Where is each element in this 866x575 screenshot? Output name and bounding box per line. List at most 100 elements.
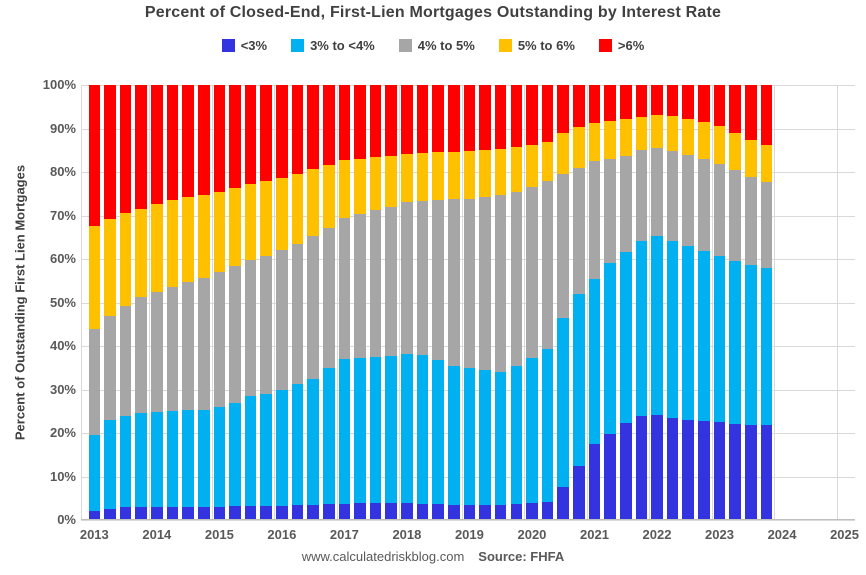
bar-segment (401, 202, 413, 354)
bar-segment (322, 367, 335, 505)
bar-segment (432, 152, 444, 201)
bar-segment (604, 121, 616, 160)
bar-segment (385, 155, 398, 207)
bar-segment (260, 85, 273, 181)
vertical-gridline (461, 85, 463, 520)
bar-segment (182, 85, 194, 198)
bar-segment (291, 505, 304, 520)
bar-segment (666, 151, 679, 241)
bar-segment (682, 85, 695, 119)
bar-segment (182, 197, 194, 283)
bar-segment (416, 200, 429, 355)
chart-title: Percent of Closed-End, First-Lien Mortga… (144, 4, 722, 21)
bar-segment (229, 402, 241, 507)
vertical-gridline (774, 85, 776, 520)
bar-segment (104, 509, 116, 520)
stacked-bar (354, 85, 366, 520)
bar-segment (151, 412, 163, 507)
bar-segment (369, 85, 382, 157)
bar-segment (619, 85, 632, 120)
footer-site-text: www.calculatedriskblog.com (301, 549, 465, 564)
stacked-bar (307, 85, 319, 520)
bar-segment (729, 261, 741, 425)
bar-segment (135, 208, 147, 298)
bar-segment (119, 306, 132, 416)
bar-segment (698, 251, 710, 422)
stacked-bar (651, 85, 663, 520)
bar-segment (151, 506, 163, 520)
bar-segment (369, 503, 382, 520)
stacked-bar (244, 85, 257, 520)
stacked-bar (197, 85, 210, 520)
bar-segment (276, 85, 288, 179)
stacked-bar (666, 85, 679, 520)
bar-segment (416, 152, 429, 201)
bar-segment (182, 410, 194, 507)
bar-segment (463, 85, 476, 151)
stacked-bar (291, 85, 304, 520)
bar-segment (291, 85, 304, 174)
bar-segment (557, 85, 569, 133)
stacked-bar (713, 85, 726, 520)
bar-segment (635, 116, 648, 151)
stacked-bar (166, 85, 179, 520)
bar-segment (104, 315, 116, 420)
bar-segment (526, 502, 538, 520)
stacked-bar (401, 85, 413, 520)
legend-item: 3% to <4% (291, 38, 375, 53)
bar-segment (666, 418, 679, 520)
bar-segment (573, 127, 585, 168)
stacked-bar (541, 85, 554, 520)
bar-segment (698, 85, 710, 122)
stacked-bar (182, 85, 194, 520)
bar-segment (276, 178, 288, 251)
x-tick-label: 2016 (267, 527, 297, 542)
legend-label: <3% (240, 38, 268, 53)
x-tick-label: 2015 (204, 527, 234, 542)
bar-segment (463, 368, 476, 505)
stacked-bar (448, 85, 460, 520)
bar-segment (557, 132, 569, 175)
bar-segment (635, 240, 648, 416)
bar-segment (479, 197, 491, 371)
bar-segment (88, 85, 101, 227)
bar-segment (729, 132, 741, 170)
legend-swatch-4to5-icon (398, 39, 412, 52)
bar-segment (713, 85, 726, 127)
bar-segment (729, 85, 741, 133)
y-tick-label: 40% (49, 338, 76, 353)
y-tick-label: 70% (49, 207, 76, 223)
stacked-bar (88, 85, 101, 520)
bar-segment (244, 85, 257, 184)
stacked-bar (619, 85, 632, 520)
bar-segment (338, 160, 351, 218)
stacked-bar (729, 85, 741, 520)
bar-segment (666, 116, 679, 152)
bar-segment (338, 217, 351, 360)
y-tick-label: 100% (42, 77, 76, 92)
bar-segment (744, 176, 757, 266)
stacked-bar (104, 85, 116, 520)
stacked-bar (385, 85, 398, 520)
bar-segment (760, 267, 773, 425)
stacked-bar (744, 85, 757, 520)
legend-swatch-lt3-icon (221, 39, 235, 52)
bar-segment (760, 182, 773, 268)
x-tick-label: 2022 (642, 527, 672, 542)
bar-segment (479, 504, 491, 520)
vertical-gridline (399, 85, 401, 520)
bar-segment (307, 504, 319, 520)
bar-segment (338, 503, 351, 520)
bar-segment (401, 503, 413, 520)
bar-segment (682, 155, 695, 246)
x-tick-label: 2019 (454, 527, 484, 542)
bar-segment (354, 357, 366, 504)
stacked-bar (276, 85, 288, 520)
bar-segment (322, 164, 335, 228)
bar-segment (213, 506, 226, 520)
bar-segment (354, 214, 366, 358)
bar-segment (432, 85, 444, 153)
bar-segment (88, 328, 101, 436)
x-tick-label: 2017 (329, 527, 359, 542)
stacked-bar (135, 85, 147, 520)
